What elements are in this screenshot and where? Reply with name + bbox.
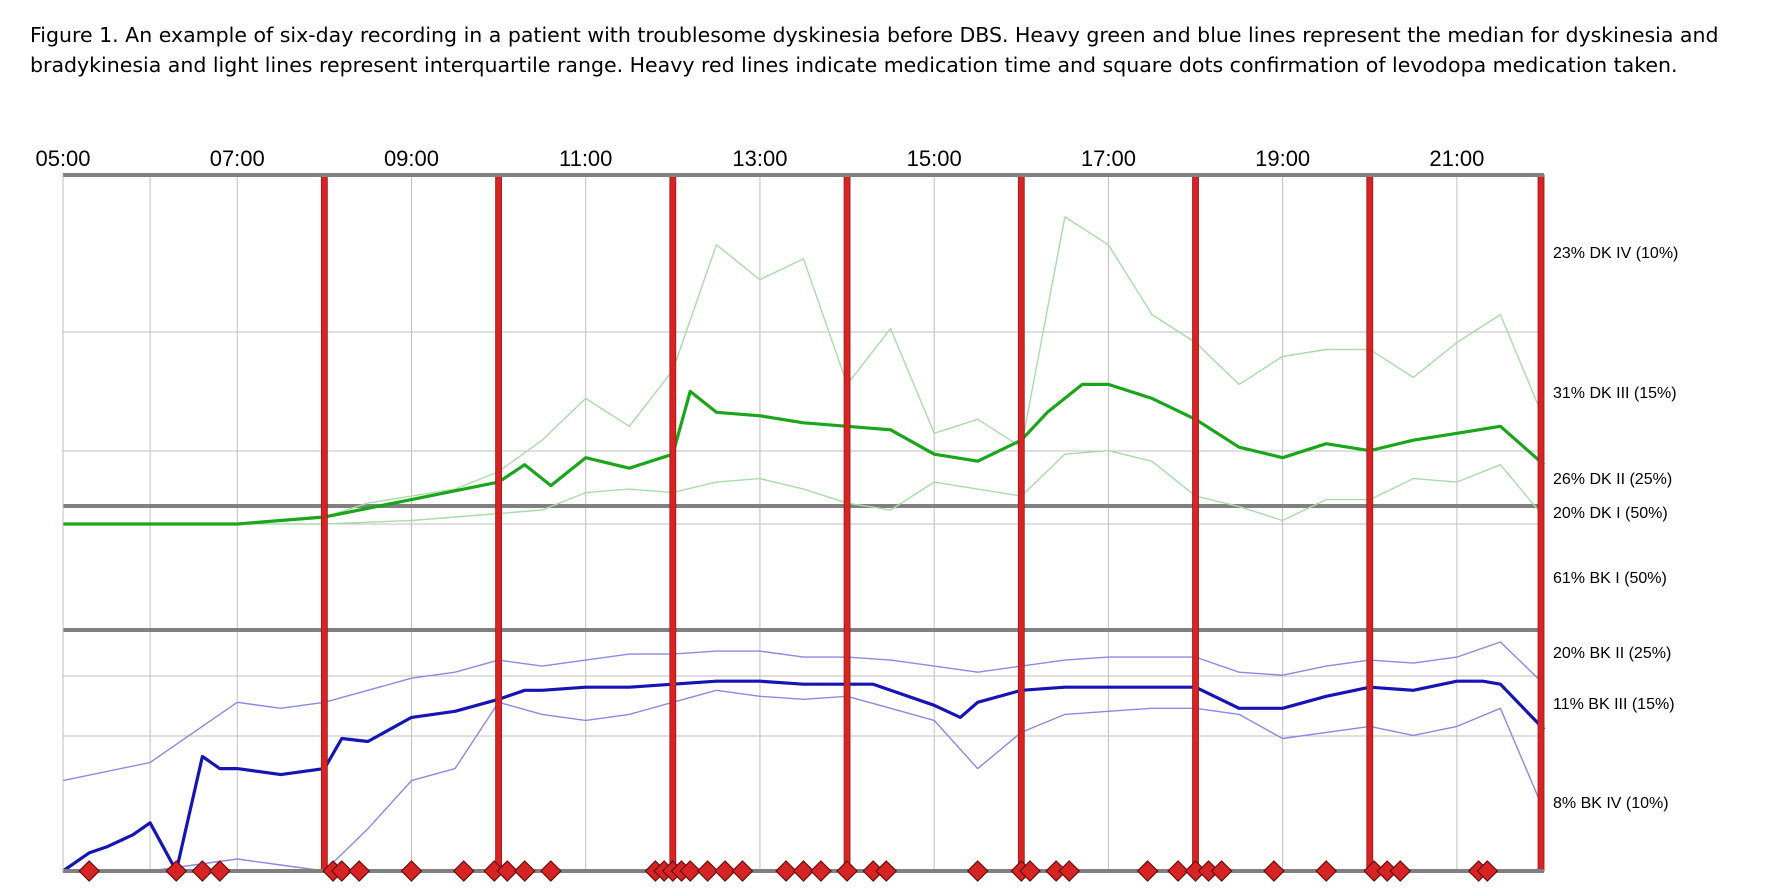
levodopa-diamond [714, 860, 736, 882]
x-tick-label: 05:00 [35, 146, 90, 171]
levodopa-diamond [1136, 860, 1159, 882]
levodopa-diamond [348, 860, 371, 882]
series-line-bradykinesia-lower-iqr [63, 689, 1545, 872]
levodopa-diamond [875, 860, 898, 882]
levodopa-diamond [513, 860, 536, 882]
x-tick-label: 21:00 [1429, 146, 1484, 171]
x-tick-label: 15:00 [907, 146, 962, 171]
bk-level-label: 20% BK II (25%) [1553, 645, 1671, 662]
x-tick-label: 09:00 [384, 146, 439, 171]
x-tick-label: 13:00 [732, 146, 787, 171]
x-tick-label: 19:00 [1255, 146, 1310, 171]
dk-level-label: 20% DK I (50%) [1553, 505, 1668, 522]
median-lines [62, 382, 1546, 873]
levodopa-diamond [731, 860, 754, 882]
levodopa-diamond [496, 860, 519, 882]
bk-level-label: 11% BK III (15%) [1553, 696, 1675, 713]
medication-line [1366, 174, 1374, 872]
levodopa-diamond [1210, 860, 1233, 882]
levodopa-diamond [792, 860, 815, 882]
levodopa-diamond [1167, 860, 1189, 882]
medication-line [1192, 174, 1199, 872]
bk-level-label: 8% BK IV (10%) [1553, 795, 1669, 812]
axis-frame [62, 173, 1544, 873]
levodopa-diamond [1476, 860, 1499, 882]
levodopa-diamond [1019, 860, 1041, 882]
levodopa-diamond [775, 860, 797, 882]
bk-level-label: 61% BK I (50%) [1553, 570, 1667, 587]
medication-line [495, 174, 502, 872]
levodopa-markers [78, 860, 1499, 882]
grid-layer [62, 175, 1545, 871]
medication-line [1537, 174, 1545, 872]
series-line-dyskinesia-lower-iqr [63, 450, 1545, 525]
levodopa-diamond [165, 860, 188, 882]
x-tick-label: 11:00 [559, 146, 612, 171]
dk-level-label: 26% DK II (25%) [1553, 471, 1672, 488]
levodopa-diamond [1058, 860, 1081, 882]
levodopa-diamond [1315, 860, 1338, 882]
levodopa-diamond [191, 860, 214, 882]
dk-level-label: 23% DK IV (10%) [1553, 245, 1678, 262]
medication-line [320, 174, 328, 872]
series-line-dyskinesia-median [63, 382, 1546, 526]
series-line-bradykinesia-upper-iqr [62, 641, 1545, 782]
levodopa-diamond [208, 860, 231, 882]
medication-line [669, 174, 677, 872]
medication-line [1017, 174, 1025, 872]
figure-caption: Figure 1. An example of six-day recordin… [30, 23, 1719, 77]
medication-line [843, 174, 851, 872]
levodopa-diamond [452, 860, 475, 882]
levodopa-diamond [400, 860, 423, 882]
levodopa-diamond [810, 860, 832, 882]
medication-lines [320, 174, 1545, 872]
levodopa-diamond [1389, 860, 1412, 882]
levodopa-diamond [679, 860, 702, 882]
levodopa-diamond [78, 860, 100, 882]
x-tick-label: 17:00 [1081, 146, 1136, 171]
levodopa-diamond [330, 860, 353, 882]
levodopa-diamond [540, 860, 562, 882]
labels: 05:00 07:00 09:00 11:00 13:00 15:00 17:00 19:00… [35, 146, 1678, 812]
x-tick-label: 07:00 [210, 146, 265, 171]
series-line-dyskinesia-upper-iqr [63, 216, 1545, 525]
dk-level-label: 31% DK III (15%) [1553, 385, 1677, 402]
levodopa-diamond [1263, 860, 1285, 882]
levodopa-diamond [696, 860, 719, 882]
levodopa-diamond [966, 860, 989, 882]
levodopa-diamond [836, 860, 858, 882]
series-line-bradykinesia-median [62, 679, 1546, 873]
